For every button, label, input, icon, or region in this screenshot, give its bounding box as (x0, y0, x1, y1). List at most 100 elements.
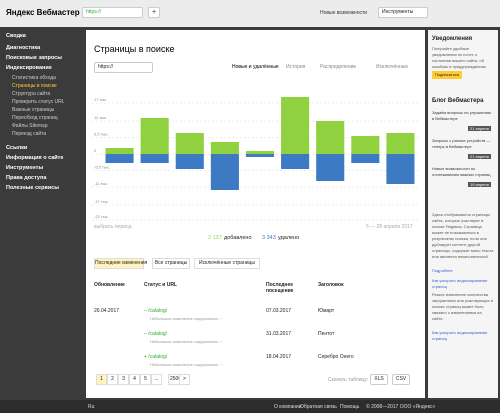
y-tick-label: -17 тыс. (94, 199, 109, 204)
page-button[interactable]: 3 (118, 374, 129, 385)
sidebar: Сводка Диагностика Поисковые запросы Индекс… (0, 27, 86, 400)
logo: Яндекс Вебмастер (6, 8, 80, 17)
chart: 17 тыс. 11 тыс. 5,5 тыс. 0 -5,5 тыс. -11 тыс.… (92, 97, 418, 221)
news-link[interactable]: Новые возможности (320, 10, 368, 16)
column-header: Заголовок (318, 282, 344, 288)
bar (105, 148, 134, 154)
url-link[interactable]: – /catalog/ (144, 308, 168, 314)
bar (281, 97, 310, 154)
y-tick-label: 5,5 тыс. (94, 132, 109, 137)
page-button[interactable]: 4 (129, 374, 140, 385)
nav-section[interactable]: Сводка (6, 33, 26, 39)
blog-date: 19 апреля (468, 182, 491, 187)
nav-section[interactable]: Поисковые запросы (6, 55, 62, 61)
y-tick-label: -22 тыс. (94, 214, 109, 219)
bar (316, 121, 345, 154)
table-tab[interactable]: Исключённые страницы (194, 258, 260, 269)
period-link[interactable]: выбрать период (94, 224, 132, 230)
blog-title: Блог Вебмастера (432, 98, 484, 104)
info-link[interactable]: Подробнее (432, 268, 453, 273)
chart-tab[interactable]: Исключённые (376, 64, 409, 70)
removed-label: удалено (278, 235, 300, 241)
language[interactable]: Ru (88, 404, 95, 410)
update-date: 26.04.2017 (94, 308, 120, 314)
download-button[interactable]: XLS (370, 374, 388, 385)
column-header: Последнее посещение (266, 282, 294, 294)
bar (351, 154, 380, 163)
chart-tab[interactable]: Распределение (320, 64, 357, 70)
nav-item[interactable]: Структура сайта (12, 91, 51, 97)
download-button[interactable]: CSV (392, 374, 410, 385)
footer-link[interactable]: Обратная связь (300, 404, 337, 410)
nav-section[interactable]: Диагностика (6, 45, 41, 51)
y-tick-label: 11 тыс. (94, 115, 107, 120)
nav-section[interactable]: Полезные сервисы (6, 185, 59, 191)
bar (175, 154, 204, 169)
url-link[interactable]: – /catalog/ (144, 331, 168, 337)
status-text: Небольшое изменение содержимого ··· (150, 339, 224, 344)
chart-tab[interactable]: История (286, 64, 306, 70)
site-select[interactable]: https:// (82, 7, 143, 18)
bar (386, 133, 415, 154)
download-label: Скачать таблицу: (328, 377, 369, 383)
page-title-cell: Серебро Онего (318, 354, 354, 360)
page-title-cell: Пентот (318, 331, 335, 337)
nav-item[interactable]: Проверить статус URL (12, 99, 65, 105)
blog-post[interactable]: Задаём вопросы по улучшению в Вебмастере (432, 110, 491, 121)
column-header: Статус и URL (144, 282, 177, 288)
nav-item[interactable]: Файлы Sitemap (12, 123, 48, 129)
bar (140, 154, 169, 163)
tools-select[interactable]: Инструменты (378, 7, 428, 18)
nav-section[interactable]: Ссылки (6, 145, 28, 151)
page-button[interactable]: ... (151, 374, 162, 385)
y-tick-label: 17 тыс. (94, 97, 107, 102)
y-tick-label: -11 тыс. (94, 181, 108, 186)
nav-section[interactable]: Инструменты (6, 165, 44, 171)
url-link[interactable]: + /catalog/ (144, 354, 168, 360)
site-select[interactable]: https:// (94, 62, 153, 73)
footer: Ru О компании Обратная связь Помощь © 2008—2… (0, 400, 500, 413)
bar (210, 154, 239, 190)
page-button[interactable]: > (179, 374, 190, 385)
nav-item[interactable]: Переобход страниц (12, 115, 58, 121)
blog-post[interactable]: Запросы с разных устройств — теперь в Ве… (432, 138, 491, 149)
info-link[interactable]: Как ускорить индексирование страниц (432, 278, 488, 289)
page-button[interactable]: 2 (107, 374, 118, 385)
page-title-cell: Юмарт (318, 308, 335, 314)
page-button[interactable]: 5 (140, 374, 151, 385)
bar (210, 142, 239, 154)
table-tab[interactable]: Все страницы (152, 258, 190, 269)
nav-item[interactable]: Статистика обхода (12, 75, 56, 81)
nav-section[interactable]: Индексирование (6, 65, 52, 71)
footer-link[interactable]: Помощь (340, 404, 360, 410)
bar (140, 118, 169, 154)
info-text: Резкое изменение количества загруженных … (432, 292, 493, 321)
date-range: 5 — 28 апреля 2017 (366, 224, 413, 230)
footer-link[interactable]: О компании (274, 404, 302, 410)
table-tab[interactable]: Последние изменения (94, 258, 147, 269)
blog-post[interactable]: Новые возможности по отслеживанию важных… (432, 166, 491, 177)
nav-section[interactable]: Информация о сайте (6, 155, 64, 161)
added-count: 2 137 (208, 235, 222, 241)
info-text: Здесь отображаются страницы сайта, котор… (432, 212, 494, 259)
bar (175, 133, 204, 154)
bar (386, 154, 415, 184)
status-text: Небольшое изменение содержимого ··· (150, 316, 224, 321)
page-button[interactable]: 1 (96, 374, 107, 385)
bar (245, 154, 275, 157)
nav-item[interactable]: Переезд сайта (12, 131, 47, 137)
chart-tab[interactable]: Новые и удалённые (232, 64, 279, 70)
nav-item[interactable]: Страницы в поиске (12, 83, 57, 89)
page-title: Страницы в поиске (94, 44, 175, 54)
nav-section[interactable]: Права доступа (6, 175, 47, 181)
info-link[interactable]: Как ускорить индексирование страниц (432, 330, 488, 341)
nav-item[interactable]: Важные страницы (12, 107, 55, 113)
y-tick-label: -5,5 тыс. (94, 165, 110, 170)
visit-date: 07.03.2017 (266, 308, 292, 314)
notifications-panel: Уведомления Получайте удобные уведомления… (428, 30, 498, 398)
subscribe-button[interactable]: Подписаться (432, 71, 462, 79)
add-site[interactable]: + (148, 7, 160, 18)
removed-count: 3 343 (262, 235, 276, 241)
